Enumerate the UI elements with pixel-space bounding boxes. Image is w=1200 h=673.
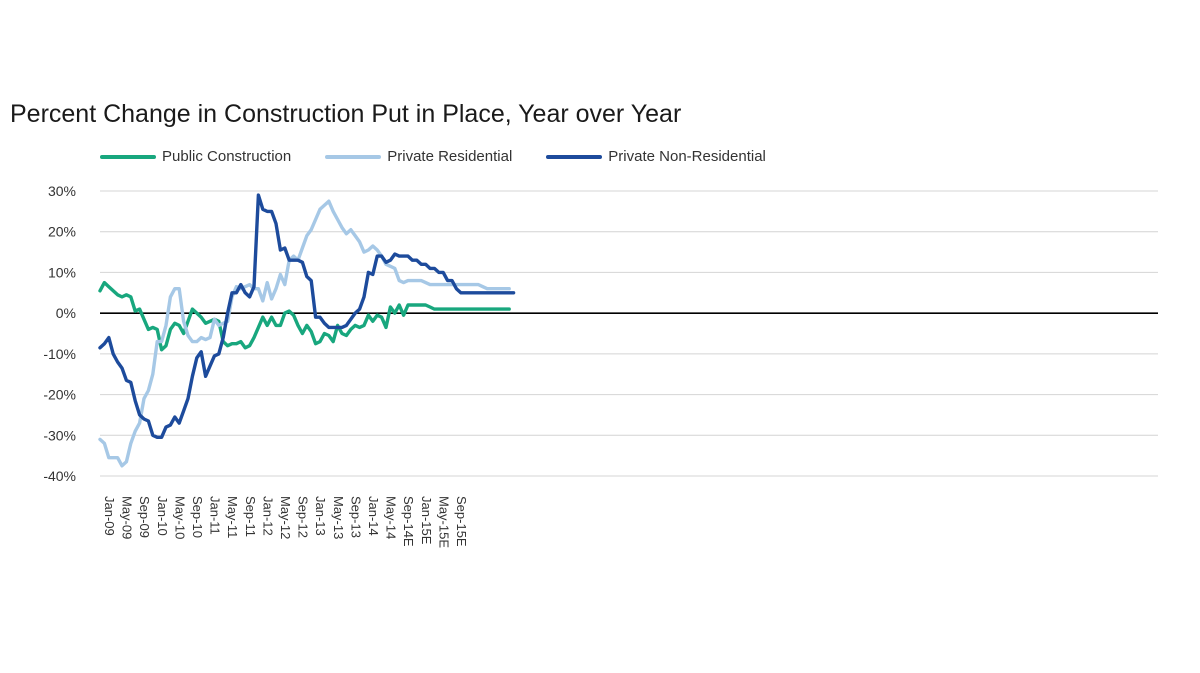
x-tick-label: May-09 [120,496,135,539]
series-lines [98,193,516,468]
x-tick-label: Sep-10 [190,496,205,538]
x-tick-label: Sep-14E [401,496,416,547]
x-tick-label: Jan-13 [313,496,328,536]
y-tick-label: 30% [48,183,76,199]
legend-label-private-non-residential: Private Non-Residential [608,148,766,165]
x-tick-label: Sep-13 [348,496,363,538]
legend-label-private-residential: Private Residential [387,148,513,165]
x-tick-label: May-10 [172,496,187,539]
x-axis-ticks: Jan-09 May-09 Sep-09 Jan-10 May-10 Sep-10 Jan-… [102,496,469,548]
y-tick-label: -30% [43,427,76,443]
x-tick-label: May-13 [331,496,346,539]
legend-swatch-private-non-residential [546,154,603,159]
y-axis-ticks: 30% 20% 10% 0% -10% -20% -30% -40% [43,183,76,484]
x-tick-label: Sep-12 [296,496,311,538]
x-tick-label: Sep-11 [243,496,258,537]
x-tick-label: May-12 [278,496,293,539]
legend: Public Construction Private Residential … [100,148,766,165]
y-tick-label: -20% [43,387,76,403]
x-tick-label: Jan-14 [366,496,381,536]
legend-swatch-public-construction [100,154,156,159]
x-tick-label: May-14 [384,496,399,539]
legend-label-public-construction: Public Construction [162,148,292,165]
y-tick-label: 0% [56,305,76,321]
series-line-private-non-residential [98,193,516,439]
series-line-private-residential [98,199,511,468]
x-tick-label: Jan-12 [260,496,275,536]
legend-item-private-non-residential: Private Non-Residential [546,148,766,165]
series-line-public-construction [98,280,511,352]
legend-item-private-residential: Private Residential [325,148,512,165]
x-tick-label: May-11 [225,496,240,538]
x-tick-label: Sep-15E [454,496,469,547]
y-tick-label: -10% [43,346,76,362]
x-tick-label: May-15E [436,496,451,548]
legend-swatch-private-residential [325,154,382,159]
x-tick-label: Jan-15E [419,496,434,545]
y-tick-label: 10% [48,264,76,280]
y-tick-label: 20% [48,224,76,240]
legend-item-public-construction: Public Construction [100,148,291,165]
x-tick-label: Sep-09 [137,496,152,538]
gridlines [100,190,1158,477]
x-tick-label: Jan-10 [155,496,170,536]
x-tick-label: Jan-11 [208,496,223,535]
chart-title: Percent Change in Construction Put in Pl… [10,100,682,128]
x-tick-label: Jan-09 [102,496,117,536]
y-tick-label: -40% [43,468,76,484]
